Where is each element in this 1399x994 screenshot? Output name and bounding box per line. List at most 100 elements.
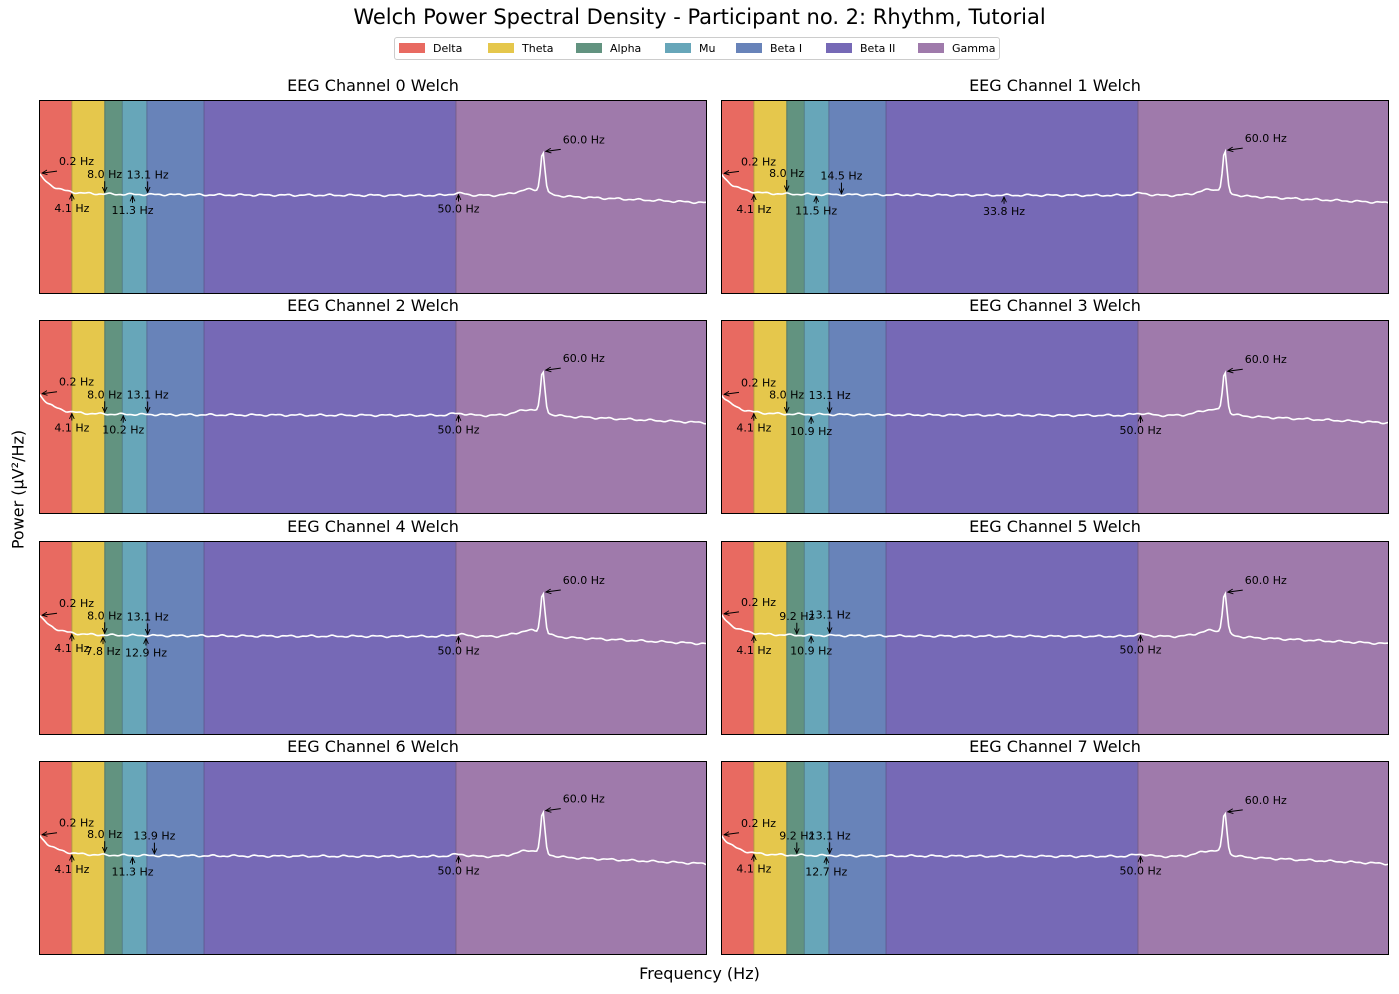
band-region: [39, 541, 72, 735]
band-region: [122, 100, 147, 294]
psd-panel: 0.2 Hz 4.1 Hz 8.0 Hz 11.3 Hz 13.1 Hz 50.0 Hz 6…: [38, 100, 708, 294]
peak-arrow: [42, 171, 58, 173]
peak-label: 4.1 Hz: [736, 863, 771, 876]
peak-label: 60.0 Hz: [1245, 574, 1287, 587]
peak-label: 8.0 Hz: [769, 167, 804, 180]
psd-line: [38, 591, 707, 646]
panel-title: EEG Channel 4 Welch: [287, 517, 459, 536]
band-region: [146, 541, 205, 735]
band-region: [828, 320, 887, 514]
panel-frame: [39, 320, 707, 514]
peak-arrow: [724, 833, 740, 835]
band-region: [886, 761, 1138, 955]
band-region: [786, 100, 805, 294]
peak-arrow: [1228, 590, 1243, 592]
peak-arrow: [546, 149, 561, 151]
peak-label: 14.5 Hz: [820, 170, 862, 183]
psd-line: [38, 809, 708, 866]
panel-title: EEG Channel 1 Welch: [969, 76, 1141, 95]
peak-label: 4.1 Hz: [736, 644, 771, 657]
peak-label: 4.1 Hz: [54, 422, 89, 435]
band-region: [753, 761, 787, 955]
legend-label: Delta: [433, 42, 463, 55]
peak-arrow: [42, 833, 58, 835]
peak-label: 13.1 Hz: [809, 829, 851, 842]
peak-arrow: [1228, 369, 1243, 371]
peak-label: 13.1 Hz: [127, 168, 169, 181]
peak-label: 50.0 Hz: [1119, 643, 1161, 656]
band-region: [721, 541, 754, 735]
peak-label: 13.1 Hz: [127, 388, 169, 401]
peak-label: 8.0 Hz: [769, 389, 804, 402]
peak-label: 4.1 Hz: [54, 202, 89, 215]
peak-label: 10.9 Hz: [790, 644, 832, 657]
peak-label: 8.0 Hz: [87, 828, 122, 841]
band-region: [71, 761, 105, 955]
legend-label: Alpha: [610, 42, 642, 55]
band-region: [71, 100, 105, 294]
peak-label: 50.0 Hz: [437, 423, 479, 436]
peak-label: 7.8 Hz: [85, 645, 120, 658]
peak-label: 9.2 Hz: [779, 610, 814, 623]
peak-label: 8.0 Hz: [87, 168, 122, 181]
peak-label: 12.7 Hz: [805, 865, 847, 878]
peak-arrow: [724, 392, 740, 394]
band-region: [104, 761, 123, 955]
psd-line: [38, 150, 708, 205]
legend-item: Theta: [488, 43, 554, 55]
band-region: [146, 761, 205, 955]
band-region: [146, 100, 205, 294]
psd-line: [720, 811, 1390, 866]
legend-swatch: [736, 43, 762, 53]
page-title: Welch Power Spectral Density - Participa…: [353, 5, 1046, 29]
peak-label: 0.2 Hz: [59, 376, 94, 389]
legend-item: Alpha: [576, 43, 641, 55]
band-region: [786, 320, 805, 514]
band-region: [39, 100, 72, 294]
panel-title: EEG Channel 2 Welch: [287, 296, 459, 315]
band-region: [1137, 541, 1389, 735]
band-region: [804, 320, 829, 514]
panel-frame: [39, 100, 707, 294]
peak-arrow: [546, 590, 561, 592]
peak-arrow: [724, 171, 740, 173]
band-region: [104, 320, 123, 514]
legend-item: Beta I: [736, 43, 802, 55]
peak-arrow: [1228, 810, 1243, 812]
peak-arrow: [1228, 148, 1243, 150]
peak-label: 50.0 Hz: [437, 645, 479, 658]
peak-label: 13.1 Hz: [127, 610, 169, 623]
psd-panel: 0.2 Hz 4.1 Hz 8.0 Hz 11.3 Hz 13.9 Hz 50.0 Hz 6…: [38, 761, 708, 955]
panel-frame: [721, 541, 1389, 735]
peak-label: 13.1 Hz: [809, 609, 851, 622]
panel-frame: [721, 100, 1389, 294]
band-region: [122, 761, 147, 955]
band-region: [753, 320, 787, 514]
legend-label: Mu: [699, 42, 716, 55]
legend-item: Gamma: [918, 43, 995, 55]
band-region: [804, 541, 829, 735]
legend-item: Delta: [399, 43, 462, 55]
panel-title: EEG Channel 3 Welch: [969, 296, 1141, 315]
peak-label: 60.0 Hz: [1245, 794, 1287, 807]
band-region: [721, 100, 754, 294]
peak-label: 0.2 Hz: [741, 376, 776, 389]
peak-label: 9.2 Hz: [779, 829, 814, 842]
peak-label: 4.1 Hz: [736, 203, 771, 216]
band-region: [122, 541, 147, 735]
band-region: [721, 320, 754, 514]
peak-label: 0.2 Hz: [59, 155, 94, 168]
peak-label: 4.1 Hz: [54, 863, 89, 876]
peak-label: 60.0 Hz: [563, 133, 605, 146]
peak-arrow: [42, 392, 58, 394]
peak-label: 50.0 Hz: [437, 203, 479, 216]
peak-label: 0.2 Hz: [59, 817, 94, 830]
panel-frame: [721, 320, 1389, 514]
band-region: [753, 541, 787, 735]
legend-swatch: [665, 43, 691, 53]
peak-arrow: [546, 809, 561, 811]
peak-label: 0.2 Hz: [741, 596, 776, 609]
band-region: [786, 541, 805, 735]
legend-label: Beta I: [770, 42, 803, 55]
peak-arrow: [546, 368, 561, 370]
